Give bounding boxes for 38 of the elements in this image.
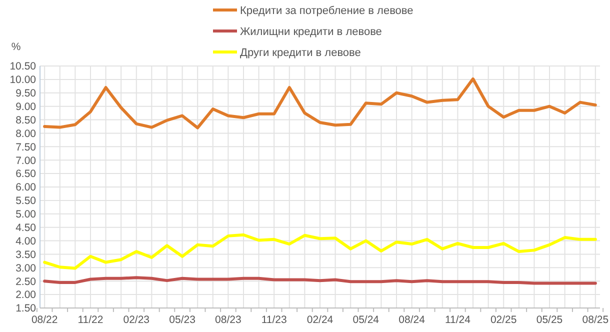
legend-label: Кредити за потребление в левове bbox=[240, 4, 414, 17]
y-tick-label: 6.50 bbox=[16, 168, 36, 180]
y-tick-label: 5.00 bbox=[16, 208, 36, 221]
x-tick-label: 05/25 bbox=[536, 314, 563, 326]
y-tick-label: 3.00 bbox=[16, 262, 36, 274]
y-axis-title: % bbox=[11, 41, 21, 53]
x-tick-label: 08/25 bbox=[582, 314, 609, 326]
x-tick-label: 05/23 bbox=[169, 314, 196, 326]
y-tick-label: 8.50 bbox=[16, 114, 36, 126]
y-tick-label: 1.50 bbox=[16, 302, 36, 315]
y-tick-label: 3.50 bbox=[16, 248, 36, 261]
y-tick-label: 10.50 bbox=[10, 60, 36, 73]
legend-label: Жилищни кредити в левове bbox=[240, 26, 382, 38]
y-tick-label: 9.50 bbox=[16, 88, 36, 100]
y-tick-label: 2.50 bbox=[16, 276, 36, 288]
x-tick-label: 11/24 bbox=[444, 314, 471, 326]
line-series bbox=[43, 233, 597, 270]
x-tick-label: 08/23 bbox=[215, 314, 242, 326]
y-tick-label: 7.00 bbox=[16, 154, 36, 167]
y-tick-label: 4.00 bbox=[16, 235, 36, 248]
x-tick-label: 02/23 bbox=[123, 314, 150, 326]
y-tick-label: 4.50 bbox=[16, 222, 36, 234]
y-tick-label: 2.00 bbox=[16, 289, 36, 302]
x-tick-label: 02/25 bbox=[490, 314, 517, 326]
y-tick-label: 8.00 bbox=[16, 128, 36, 140]
y-tick-label: 5.50 bbox=[16, 195, 36, 208]
x-tick-label: 11/22 bbox=[78, 314, 104, 326]
x-tick-label: 11/23 bbox=[261, 314, 288, 326]
x-tick-label: 02/24 bbox=[306, 314, 334, 326]
x-tick-label: 08/22 bbox=[31, 314, 58, 326]
y-tick-label: 7.50 bbox=[16, 141, 36, 154]
y-tick-label: 9.00 bbox=[16, 101, 36, 114]
y-tick-label: 6.00 bbox=[16, 182, 36, 194]
y-tick-label: 10.00 bbox=[10, 74, 36, 86]
line-series bbox=[43, 77, 597, 130]
x-tick-label: 05/24 bbox=[352, 314, 380, 326]
x-tick-label: 08/24 bbox=[398, 314, 426, 326]
legend-label: Други кредити в левове bbox=[240, 46, 361, 59]
